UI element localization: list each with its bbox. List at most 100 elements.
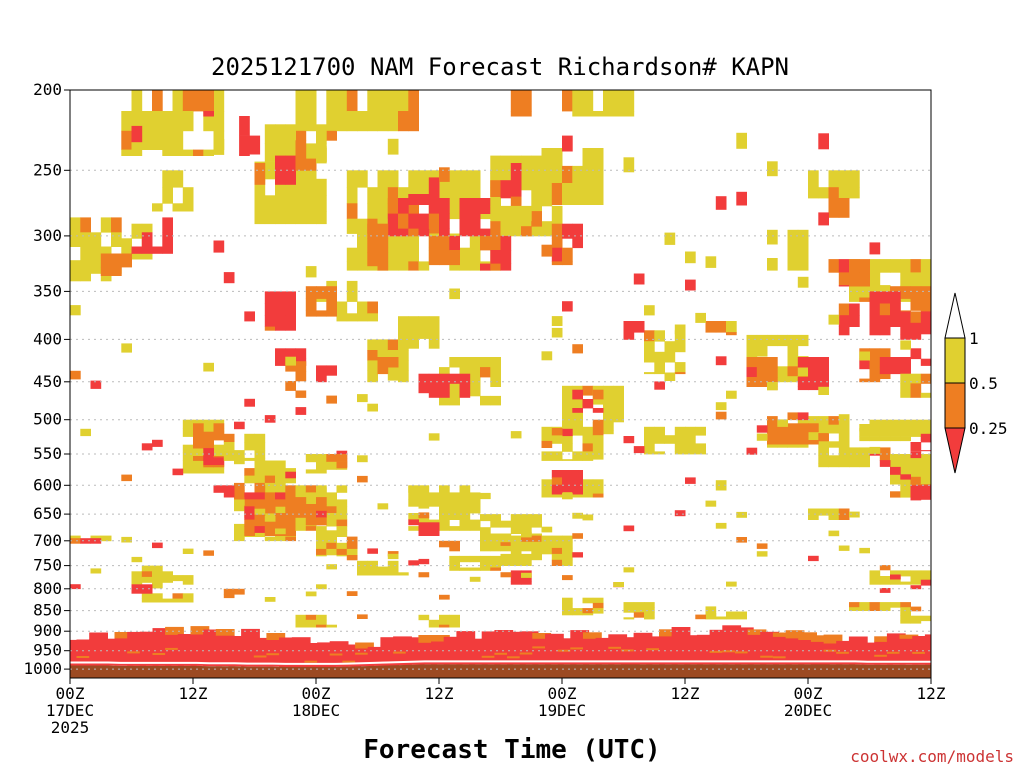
- cell-ylw: [326, 90, 337, 112]
- cell-ylw: [582, 90, 594, 112]
- colorbar-bin-orange: [944, 382, 966, 429]
- cell-ylw: [582, 111, 594, 117]
- cell-ora: [592, 426, 604, 436]
- cell-ylw: [387, 90, 399, 112]
- cell-ylw: [572, 199, 583, 205]
- cell-ylw: [818, 386, 829, 395]
- cell-ylw: [336, 111, 348, 132]
- cell-ylw: [264, 195, 276, 212]
- cell-ylw: [459, 261, 471, 271]
- cell-ora: [121, 130, 132, 150]
- cell-ylw: [787, 244, 799, 259]
- cell-red: [879, 291, 891, 304]
- cell-red: [162, 232, 173, 247]
- x-tick-label-3-0: 12Z: [425, 684, 454, 703]
- cell-ylw: [285, 356, 296, 366]
- cell-red: [203, 457, 214, 466]
- cell-ylw: [182, 428, 194, 437]
- cell-red: [285, 348, 296, 360]
- cell-ylw: [920, 259, 931, 273]
- cell-ylw: [357, 170, 368, 188]
- cell-ora: [305, 504, 317, 512]
- cell-ylw: [797, 258, 809, 271]
- cell-ylw: [623, 567, 635, 573]
- cell-ylw: [398, 233, 409, 249]
- cell-ora: [828, 213, 840, 218]
- cell-red: [244, 506, 255, 514]
- cell-ylw: [510, 514, 522, 522]
- cell-ora: [285, 513, 296, 520]
- cell-ylw: [920, 454, 931, 463]
- cell-ora: [326, 286, 337, 299]
- cell-ylw: [654, 351, 665, 363]
- cell-ylw: [357, 572, 368, 576]
- cell-ylw: [521, 559, 532, 566]
- cell-ylw: [367, 90, 378, 112]
- cell-ylw: [726, 611, 737, 617]
- cell-red: [572, 389, 583, 400]
- cell-ylw: [900, 454, 911, 463]
- cell-red: [808, 555, 819, 562]
- cell-ylw: [490, 539, 501, 547]
- cell-ylw: [664, 351, 676, 363]
- cell-ylw: [121, 238, 132, 253]
- boundary-layer-fringe: [836, 640, 855, 645]
- cell-red: [439, 383, 450, 394]
- cell-ora: [551, 428, 563, 436]
- cell-ylw: [275, 143, 286, 162]
- cell-ylw: [582, 486, 594, 494]
- cell-ylw: [275, 475, 286, 484]
- cell-ylw: [305, 492, 317, 500]
- cell-ylw: [326, 461, 337, 470]
- cell-ylw: [603, 111, 614, 117]
- cell-ora: [787, 431, 799, 441]
- cell-ylw: [541, 165, 553, 184]
- cell-ylw: [797, 276, 809, 288]
- cell-ylw: [838, 424, 850, 434]
- cell-red: [264, 291, 276, 304]
- x-tick-label-7-0: 12Z: [917, 684, 946, 703]
- cell-red: [910, 499, 922, 501]
- cell-ylw: [879, 419, 891, 429]
- cell-ylw: [418, 261, 430, 271]
- cell-ora: [562, 261, 573, 266]
- cell-ora: [531, 211, 542, 227]
- cell-ylw: [592, 183, 604, 200]
- cell-ylw: [654, 330, 665, 342]
- cell-ylw: [562, 608, 573, 614]
- cell-ylw: [859, 285, 870, 298]
- ground-fill: [70, 664, 931, 678]
- boundary-layer-fringe: [659, 629, 678, 637]
- cell-ora: [715, 321, 727, 333]
- cell-ylw: [603, 413, 614, 423]
- cell-ylw: [285, 211, 296, 225]
- cell-ylw: [562, 395, 573, 405]
- cell-ora: [193, 456, 204, 461]
- cell-ylw: [664, 435, 676, 444]
- cell-ylw: [367, 572, 378, 576]
- boundary-layer-fringe: [342, 644, 362, 650]
- cell-ora: [244, 499, 255, 507]
- cell-ylw: [203, 468, 214, 474]
- cell-ora: [285, 499, 296, 507]
- cell-ylw: [428, 316, 440, 328]
- cell-ylw: [644, 602, 655, 608]
- x-tick-label-4-1: 19DEC: [538, 701, 586, 720]
- cell-ylw: [920, 419, 931, 429]
- cell-ora: [295, 361, 307, 372]
- cell-red: [428, 392, 440, 398]
- cell-ylw: [541, 526, 553, 533]
- cell-ora: [767, 367, 778, 378]
- boundary-layer-streak: [329, 653, 349, 656]
- x-tick-label-1-0: 12Z: [179, 684, 208, 703]
- cell-ora: [859, 297, 870, 302]
- cell-red: [879, 326, 891, 336]
- cell-ylw: [644, 351, 655, 363]
- cell-ora: [305, 286, 317, 299]
- cell-ora: [70, 370, 81, 380]
- cell-ylw: [182, 444, 194, 454]
- cell-red: [510, 570, 522, 577]
- cell-red: [428, 198, 440, 214]
- cell-ylw: [449, 499, 460, 507]
- boundary-layer-streak: [760, 655, 779, 658]
